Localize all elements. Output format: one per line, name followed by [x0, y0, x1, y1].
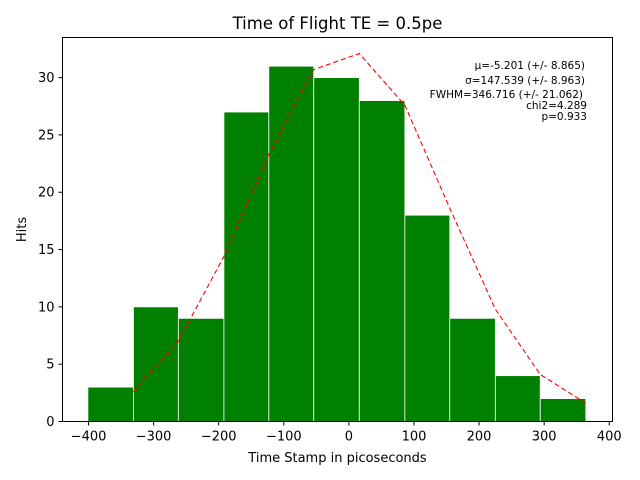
- stats-box: μ=-5.201 (+/- 8.865) σ=147.539 (+/- 8.963…: [430, 60, 587, 123]
- y-tick-label: 15: [38, 243, 55, 258]
- stats-line-3: FWHM=346.716 (+/- 21.062): [430, 89, 583, 101]
- histogram-bar-3: [177, 317, 225, 422]
- histogram-bar-6: [313, 77, 360, 422]
- stats-line-2: σ=147.539 (+/- 8.963): [465, 75, 585, 87]
- y-tick-label: 10: [38, 300, 55, 315]
- fit-curve-group: [133, 52, 587, 404]
- y-tick-label: 25: [38, 128, 55, 143]
- histogram-bar-2: [133, 306, 179, 422]
- histogram-bar-4: [223, 111, 270, 422]
- plot-frame: [62, 37, 613, 422]
- x-tick-label: 100: [402, 430, 427, 445]
- histogram-bar-5: [268, 65, 315, 422]
- histogram-bar-1: [87, 386, 134, 422]
- histogram-bar-7: [358, 100, 406, 422]
- histogram-bar-9: [449, 317, 496, 422]
- x-axis-label: Time Stamp in picoseconds: [247, 451, 427, 466]
- histogram-bar-8: [404, 214, 451, 422]
- y-tick-label: 20: [38, 186, 55, 201]
- x-tick-label: −200: [201, 430, 237, 445]
- x-tick-label: −400: [71, 430, 107, 445]
- fit-curve: [133, 52, 587, 404]
- chart-title: Time of Flight TE = 0.5pe: [232, 14, 443, 33]
- y-ticks-group: 0 5 10 15 20 25 30: [38, 71, 63, 430]
- x-ticks-group: −400 −300 −200 −100 0 100 200 300 400: [71, 421, 622, 445]
- x-tick-label: 0: [345, 430, 353, 445]
- y-tick-label: 5: [46, 358, 54, 373]
- x-tick-label: 400: [597, 430, 622, 445]
- stats-line-4: chi2=4.289: [526, 100, 587, 112]
- x-tick-label: −100: [266, 430, 302, 445]
- histogram-bar-11: [539, 398, 587, 422]
- histogram-bar-10: [494, 375, 541, 422]
- bars-group: [87, 65, 587, 422]
- x-tick-label: 200: [467, 430, 492, 445]
- x-tick-label: −300: [136, 430, 172, 445]
- x-tick-label: 300: [532, 430, 557, 445]
- y-tick-label: 0: [46, 415, 54, 430]
- stats-line-1: μ=-5.201 (+/- 8.865): [475, 60, 585, 72]
- stats-line-5: p=0.933: [541, 111, 587, 123]
- y-tick-label: 30: [38, 71, 55, 86]
- y-axis-label: Hits: [15, 217, 30, 242]
